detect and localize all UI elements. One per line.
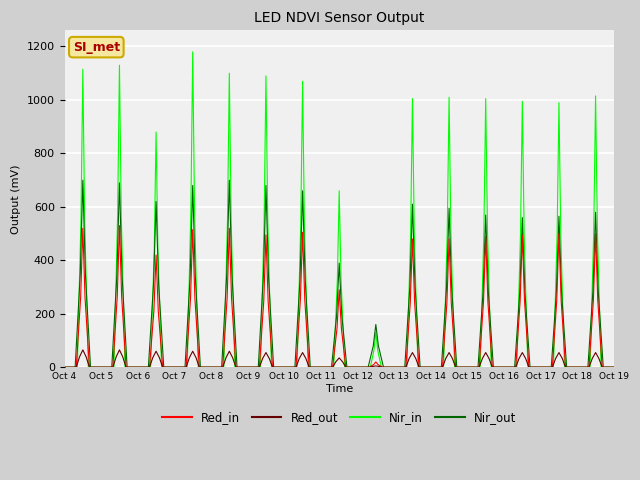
Legend: Red_in, Red_out, Nir_in, Nir_out: Red_in, Red_out, Nir_in, Nir_out [157,406,521,429]
Red_out [72,364,80,370]
Nir_out [71,364,79,370]
Red_out [61,364,68,370]
Red_in [301,297,308,303]
Red_in [463,364,471,370]
Red_out [302,356,310,361]
Nir_in [301,221,308,227]
Nir_in [610,364,618,370]
Nir_out [301,276,309,282]
Title: LED NDVI Sensor Output: LED NDVI Sensor Output [254,11,424,25]
Red_in [463,364,471,370]
Nir_in [74,364,81,370]
Nir_in [463,364,471,370]
Nir_in [61,364,68,370]
Red_out [610,364,618,370]
Nir_in [189,49,196,55]
Nir_out [463,364,471,370]
Line: Red_in: Red_in [65,226,614,367]
Nir_out [463,364,471,370]
Nir_out [79,177,86,183]
Text: SI_met: SI_met [73,41,120,54]
Nir_out [600,364,607,370]
Red_out [598,364,606,370]
Line: Red_out: Red_out [65,350,614,367]
Nir_out [610,364,618,370]
Nir_in [597,364,605,370]
X-axis label: Time: Time [326,384,353,394]
Red_in [610,364,618,370]
Red_in [598,364,606,370]
Nir_in [463,364,471,370]
Red_out [79,347,86,353]
Red_in [146,364,154,370]
Line: Nir_out: Nir_out [65,180,614,367]
Nir_in [134,364,141,370]
Red_out [463,364,471,370]
Line: Nir_in: Nir_in [65,52,614,367]
Red_in [72,364,80,370]
Y-axis label: Output (mV): Output (mV) [11,164,21,234]
Red_out [146,364,154,370]
Nir_out [145,364,152,370]
Nir_out [61,364,68,370]
Red_in [61,364,68,370]
Red_in [116,223,124,228]
Red_out [463,364,471,370]
